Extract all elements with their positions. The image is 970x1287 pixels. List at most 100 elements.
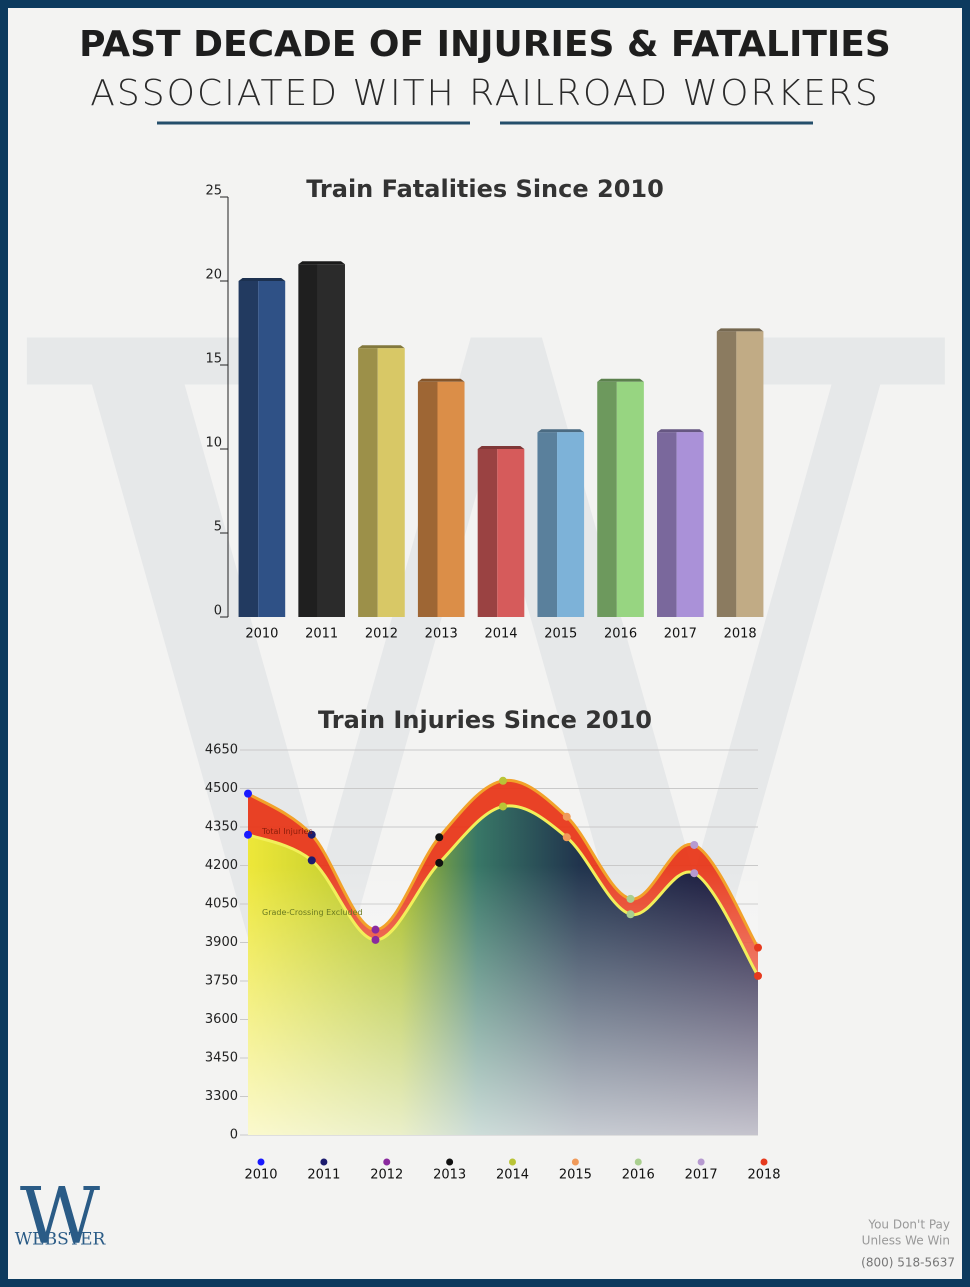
bar-top: [657, 429, 704, 433]
series-label: Total Injuries: [261, 827, 313, 836]
x-tick-label: 2016: [604, 627, 637, 642]
y-tick-label: 10: [205, 436, 222, 451]
y-tick-label: 0: [230, 1128, 238, 1143]
legend-label: 2012: [370, 1168, 403, 1183]
data-point: [435, 858, 444, 867]
legend-marker: [509, 1158, 516, 1166]
y-tick-label: 4500: [205, 781, 238, 796]
x-tick-label: 2017: [664, 627, 697, 642]
bar-side: [657, 432, 677, 617]
bar-top: [417, 378, 465, 382]
x-tick-label: 2014: [484, 627, 517, 642]
data-point: [626, 910, 635, 919]
phone: (800) 518-5637: [861, 1256, 955, 1270]
legend-label: 2014: [496, 1168, 529, 1183]
y-tick-label: 3300: [205, 1089, 238, 1104]
bar-side: [298, 264, 318, 617]
y-tick-label: 3600: [205, 1012, 238, 1027]
x-tick-label: 2015: [544, 627, 577, 642]
bar-top: [716, 328, 764, 332]
data-point: [435, 833, 444, 842]
y-tick-label: 4050: [205, 897, 238, 912]
data-point: [626, 894, 635, 903]
x-tick-label: 2010: [245, 627, 278, 642]
bar: [616, 381, 644, 617]
data-point: [690, 869, 699, 878]
y-tick-label: 4650: [205, 743, 238, 758]
data-point: [244, 830, 252, 839]
bar-top: [477, 446, 525, 449]
bar: [437, 381, 465, 617]
data-point: [371, 935, 380, 944]
data-point: [562, 812, 571, 821]
page-subtitle: ASSOCIATED WITH RAILROAD WORKERS: [90, 73, 879, 114]
y-tick-label: 0: [214, 604, 222, 619]
legend-marker: [383, 1158, 391, 1166]
bar-side: [477, 449, 498, 617]
bar: [497, 449, 525, 617]
x-tick-label: 2011: [305, 627, 338, 642]
y-tick-label: 3900: [205, 935, 238, 950]
data-point: [371, 925, 380, 934]
data-point: [307, 856, 316, 865]
data-point: [244, 789, 252, 798]
bar-side: [238, 281, 259, 617]
data-point: [499, 776, 507, 785]
legend-label: 2015: [559, 1168, 592, 1183]
legend-marker: [634, 1158, 642, 1166]
bar-side: [537, 432, 558, 617]
bar: [557, 432, 585, 617]
legend-label: 2011: [307, 1168, 340, 1183]
tagline: You Don't Pay: [867, 1218, 950, 1232]
bar-side: [597, 381, 617, 617]
tagline: Unless We Win: [862, 1234, 950, 1248]
x-tick-label: 2018: [724, 627, 757, 642]
bar-top: [238, 278, 286, 281]
bar: [258, 281, 286, 617]
y-tick-label: 3450: [205, 1051, 238, 1066]
legend-label: 2018: [747, 1168, 780, 1183]
chart-title: Train Injuries Since 2010: [318, 706, 652, 734]
legend-label: 2013: [433, 1168, 466, 1183]
bar-side: [358, 348, 378, 617]
legend-label: 2017: [685, 1168, 718, 1183]
data-point: [754, 943, 762, 952]
legend-marker: [760, 1158, 768, 1166]
bar-side: [716, 331, 737, 617]
y-tick-label: 25: [205, 184, 222, 199]
legend-marker: [257, 1158, 265, 1166]
logo-mark: W: [20, 1172, 100, 1262]
data-point: [690, 840, 699, 849]
x-tick-label: 2012: [365, 627, 398, 642]
bar: [317, 264, 345, 617]
legend-marker: [446, 1158, 454, 1166]
data-point: [754, 971, 762, 980]
y-tick-label: 4200: [205, 858, 238, 873]
area-fade: [248, 750, 758, 1135]
legend-marker: [697, 1158, 705, 1166]
y-tick-label: 5: [214, 520, 222, 535]
logo-text: WEBSTER: [15, 1230, 107, 1250]
y-tick-label: 3750: [205, 974, 238, 989]
y-tick-label: 15: [205, 352, 222, 367]
bar-side: [417, 381, 438, 617]
chart-title: Train Fatalities Since 2010: [306, 175, 664, 203]
bar: [736, 331, 764, 617]
series-label: Grade-Crossing Excluded: [262, 908, 363, 917]
legend-label: 2010: [244, 1168, 277, 1183]
x-tick-label: 2013: [425, 627, 458, 642]
legend-marker: [320, 1158, 328, 1166]
bar: [377, 348, 405, 617]
data-point: [499, 802, 507, 811]
legend-marker: [571, 1158, 579, 1166]
bar-top: [597, 378, 644, 382]
bar-top: [358, 345, 405, 349]
bar-top: [537, 429, 585, 433]
page-title: PAST DECADE OF INJURIES & FATALITIES: [79, 24, 891, 65]
data-point: [562, 833, 571, 842]
data-point: [307, 830, 316, 839]
bar: [676, 432, 704, 617]
y-tick-label: 20: [205, 268, 222, 283]
legend-label: 2016: [622, 1168, 655, 1183]
bar-top: [298, 261, 345, 265]
